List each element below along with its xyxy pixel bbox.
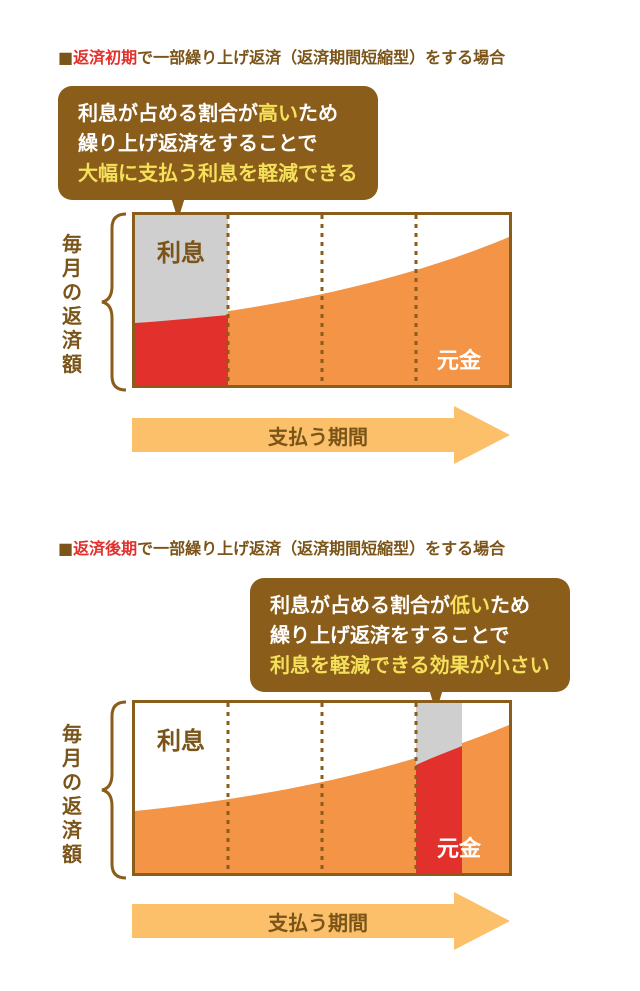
- interest-label: 利息: [157, 239, 205, 267]
- speech-bubble: 利息が占める割合が低いため 繰り上げ返済をすることで 利息を軽減できる効果が小さ…: [250, 578, 570, 692]
- principal-area: [135, 725, 509, 873]
- y-axis-label: 毎月の返済額: [62, 722, 82, 866]
- y-brace: [101, 700, 127, 880]
- y-axis-label: 毎月の返済額: [62, 232, 82, 376]
- principal-highlight: [135, 315, 228, 385]
- bubble-line-2: 繰り上げ返済をすることで: [78, 131, 318, 155]
- title-square: ■: [58, 48, 74, 67]
- bubble-line-3: 大幅に支払う利息を軽減できる: [78, 161, 358, 185]
- title-square: ■: [58, 539, 74, 558]
- payment-chart: 利息 元金: [132, 212, 512, 388]
- period-arrow: [132, 406, 510, 464]
- bubble-line-1: 利息が占める割合が低いため: [270, 593, 530, 617]
- x-axis-label: 支払う期間: [268, 911, 368, 935]
- y-brace: [101, 212, 127, 392]
- bubble-line-2: 繰り上げ返済をすることで: [270, 623, 510, 647]
- title-highlight: 返済後期: [73, 539, 138, 558]
- title-rest: で一部繰り上げ返済（返済期間短縮型）をする場合: [137, 48, 506, 67]
- principal-area: [135, 237, 509, 385]
- principal-highlight: [416, 746, 462, 873]
- x-axis-label: 支払う期間: [268, 425, 368, 449]
- section-title: ■返済初期で一部繰り上げ返済（返済期間短縮型）をする場合: [58, 44, 505, 68]
- payment-chart: 利息 元金: [132, 700, 512, 876]
- bubble-line-1: 利息が占める割合が高いため: [78, 101, 338, 125]
- bubble-line-3: 利息を軽減できる効果が小さい: [270, 653, 550, 677]
- title-rest: で一部繰り上げ返済（返済期間短縮型）をする場合: [137, 539, 506, 558]
- title-highlight: 返済初期: [73, 48, 138, 67]
- section-title: ■返済後期で一部繰り上げ返済（返済期間短縮型）をする場合: [58, 535, 505, 559]
- period-arrow: [132, 892, 510, 950]
- principal-label: 元金: [437, 837, 482, 862]
- interest-label: 利息: [157, 727, 205, 755]
- principal-label: 元金: [437, 349, 482, 374]
- speech-bubble: 利息が占める割合が高いため 繰り上げ返済をすることで 大幅に支払う利息を軽減でき…: [58, 86, 378, 200]
